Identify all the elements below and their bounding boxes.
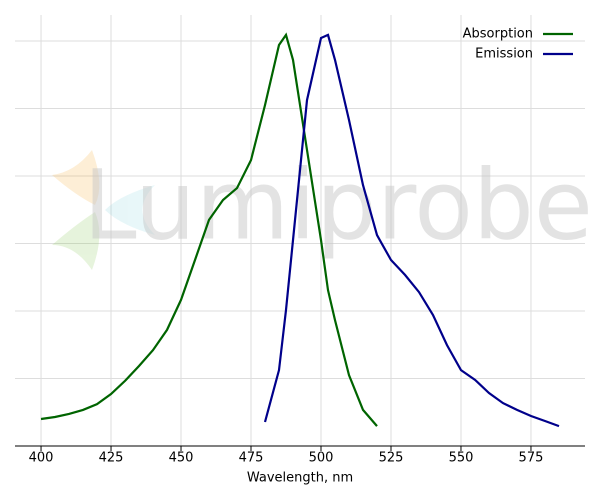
x-tick-label: 425 <box>99 451 124 466</box>
x-tick-label: 575 <box>519 451 544 466</box>
watermark-logo <box>52 150 155 270</box>
x-tick-label: 550 <box>449 451 474 466</box>
x-tick-label: 525 <box>379 451 404 466</box>
line-series <box>40 32 378 427</box>
x-tick-label: 450 <box>169 451 194 466</box>
legend-label: Emission <box>475 47 533 62</box>
logo-petal <box>105 185 155 235</box>
watermark-text: Lumiprobe <box>83 149 593 261</box>
logo-petal <box>52 150 100 205</box>
x-tick-label: 475 <box>239 451 264 466</box>
x-tick-label: 500 <box>309 451 334 466</box>
x-axis-label: Wavelength, nm <box>247 471 353 486</box>
logo-petal <box>52 212 100 270</box>
legend-label: Absorption <box>463 27 533 42</box>
line-series <box>263 33 560 428</box>
x-tick-label: 400 <box>29 451 54 466</box>
